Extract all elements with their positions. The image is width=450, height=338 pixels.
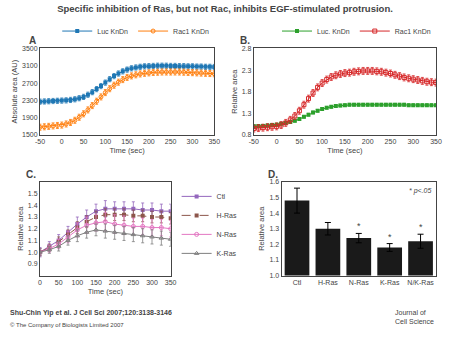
- svg-text:0: 0: [275, 138, 279, 145]
- svg-text:200: 200: [109, 279, 121, 286]
- svg-text:350: 350: [165, 279, 177, 286]
- svg-text:50: 50: [55, 279, 63, 286]
- svg-text:Ctl: Ctl: [217, 193, 226, 200]
- svg-text:1.4: 1.4: [28, 202, 38, 209]
- svg-text:*: *: [419, 222, 423, 232]
- svg-text:3100: 3100: [22, 62, 38, 69]
- svg-text:50: 50: [80, 138, 88, 145]
- svg-text:* p<.05: * p<.05: [409, 187, 431, 195]
- svg-text:150: 150: [339, 138, 351, 145]
- svg-text:1.2: 1.2: [269, 241, 279, 248]
- svg-text:1500: 1500: [22, 131, 38, 138]
- svg-text:100: 100: [99, 138, 111, 145]
- svg-text:D.: D.: [268, 169, 278, 180]
- svg-text:Shu-Chin Yip et al. J Cell Sci: Shu-Chin Yip et al. J Cell Sci 2007;120:…: [10, 309, 172, 317]
- svg-text:150: 150: [121, 138, 133, 145]
- svg-text:1.5: 1.5: [28, 190, 38, 197]
- svg-text:1.3: 1.3: [242, 110, 252, 117]
- svg-text:100: 100: [316, 138, 328, 145]
- svg-text:Specific inhibition of Ras, bu: Specific inhibition of Ras, but not Rac,…: [57, 3, 393, 14]
- svg-text:-50: -50: [35, 138, 45, 145]
- svg-text:-50: -50: [249, 138, 259, 145]
- svg-text:N-Ras: N-Ras: [217, 231, 237, 238]
- svg-text:Luc KnDn: Luc KnDn: [97, 28, 128, 35]
- svg-text:1900: 1900: [22, 114, 38, 121]
- svg-text:2700: 2700: [22, 80, 38, 87]
- svg-text:N/K-Ras: N/K-Ras: [407, 279, 434, 286]
- svg-text:1.0: 1.0: [28, 249, 38, 256]
- svg-text:1.1: 1.1: [269, 256, 279, 263]
- svg-text:1.2: 1.2: [28, 225, 38, 232]
- svg-text:300: 300: [407, 138, 419, 145]
- svg-text:B.: B.: [240, 35, 250, 46]
- svg-text:350: 350: [430, 138, 442, 145]
- svg-text:0: 0: [38, 279, 42, 286]
- svg-text:300: 300: [187, 138, 199, 145]
- svg-text:100: 100: [71, 279, 83, 286]
- svg-text:1.4: 1.4: [269, 210, 279, 217]
- svg-text:*: *: [388, 232, 392, 242]
- svg-text:3500: 3500: [22, 45, 38, 52]
- svg-text:1.3: 1.3: [269, 225, 279, 232]
- svg-text:Relative area: Relative area: [16, 206, 25, 251]
- svg-text:1.8: 1.8: [242, 88, 252, 95]
- svg-text:2300: 2300: [22, 97, 38, 104]
- svg-text:A: A: [29, 35, 36, 46]
- svg-text:200: 200: [362, 138, 374, 145]
- svg-text:150: 150: [90, 279, 102, 286]
- svg-text:H-Ras: H-Ras: [217, 212, 237, 219]
- svg-text:250: 250: [165, 138, 177, 145]
- svg-text:Luc. KnDn: Luc. KnDn: [317, 28, 350, 35]
- svg-text:Ctl: Ctl: [293, 279, 302, 286]
- svg-text:350: 350: [208, 138, 220, 145]
- svg-text:K-Ras: K-Ras: [217, 250, 237, 257]
- svg-text:Relative area: Relative area: [257, 206, 266, 251]
- svg-text:200: 200: [143, 138, 155, 145]
- svg-text:Journal ofCell Science: Journal ofCell Science: [395, 309, 434, 325]
- svg-text:300: 300: [146, 279, 158, 286]
- svg-text:Time (sec): Time (sec): [88, 287, 124, 296]
- svg-text:Absolute area (AU): Absolute area (AU): [10, 59, 19, 123]
- svg-text:50: 50: [295, 138, 303, 145]
- svg-text:Rac1 KnDn: Rac1 KnDn: [395, 28, 431, 35]
- svg-text:2.8: 2.8: [242, 45, 252, 52]
- svg-text:Relative area: Relative area: [230, 69, 239, 114]
- svg-text:250: 250: [385, 138, 397, 145]
- svg-text:C.: C.: [26, 169, 36, 180]
- svg-text:Time (sec): Time (sec): [327, 146, 363, 155]
- svg-text:1.1: 1.1: [28, 237, 38, 244]
- svg-text:K-Ras: K-Ras: [380, 279, 400, 286]
- svg-text:© The Company of Biologists Li: © The Company of Biologists Limited 2007: [10, 322, 124, 328]
- svg-text:2.3: 2.3: [242, 67, 252, 74]
- svg-text:*: *: [357, 221, 361, 231]
- svg-text:1.0: 1.0: [269, 272, 279, 279]
- svg-text:1.5: 1.5: [269, 194, 279, 201]
- svg-text:0.8: 0.8: [242, 131, 252, 138]
- svg-text:1.3: 1.3: [28, 213, 38, 220]
- svg-text:Rac1 KnDn: Rac1 KnDn: [173, 28, 209, 35]
- svg-text:N-Ras: N-Ras: [349, 279, 369, 286]
- svg-text:0: 0: [60, 138, 64, 145]
- svg-text:Time (sec): Time (sec): [110, 146, 146, 155]
- svg-text:1.6: 1.6: [269, 178, 279, 185]
- svg-text:250: 250: [127, 279, 139, 286]
- svg-text:0.9: 0.9: [28, 260, 38, 267]
- svg-text:H-Ras: H-Ras: [318, 279, 338, 286]
